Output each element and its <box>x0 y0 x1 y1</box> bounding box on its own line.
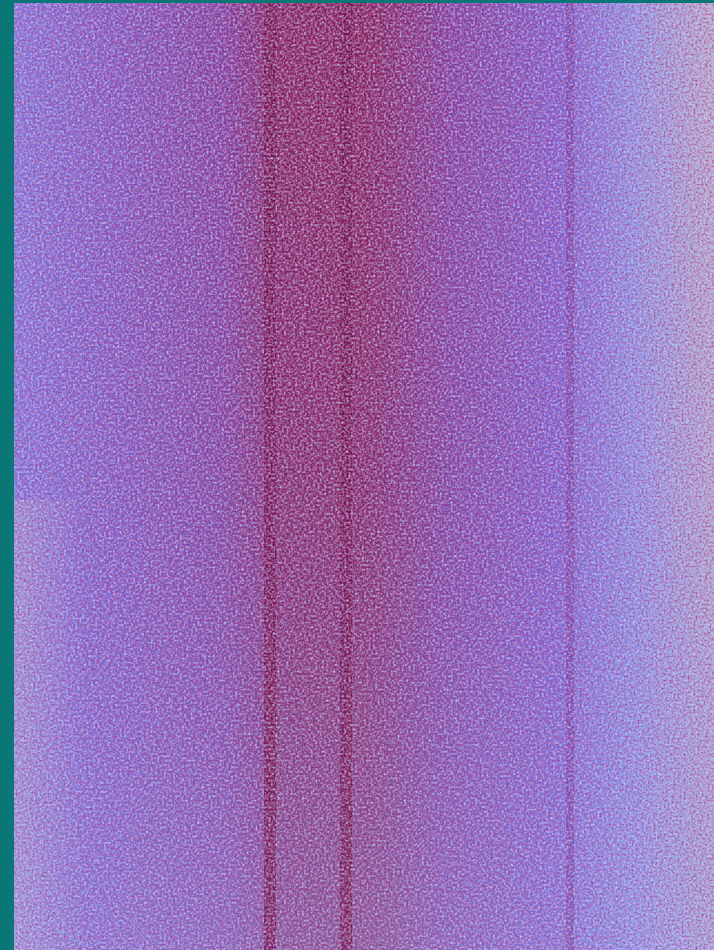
page <box>0 0 714 950</box>
noise <box>14 3 714 950</box>
image <box>0 0 714 950</box>
picture <box>14 3 714 950</box>
